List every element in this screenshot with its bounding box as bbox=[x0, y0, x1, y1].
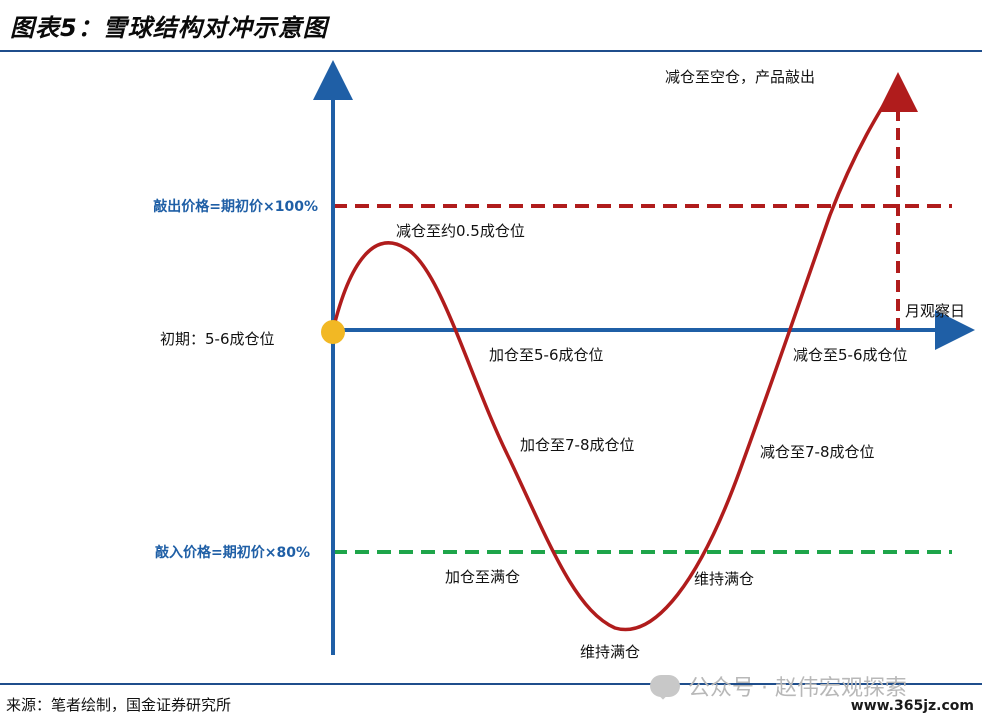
knock-out-label: 敲出价格=期初价×100% bbox=[153, 198, 318, 215]
annotation-add-to-5-6: 加仓至5-6成仓位 bbox=[489, 346, 604, 364]
initial-position-label: 初期：5-6成仓位 bbox=[160, 330, 275, 348]
annotation-hold-full-rise: 维持满仓 bbox=[694, 570, 754, 588]
source-note: 来源：笔者绘制，国金证券研究所 bbox=[6, 696, 232, 714]
price-path-curve bbox=[331, 81, 900, 632]
annotation-observation-day: 月观察日 bbox=[905, 302, 965, 320]
footer-rule bbox=[0, 683, 982, 685]
knock-in-label: 敲入价格=期初价×80% bbox=[155, 544, 310, 561]
watermark-text: 公众号 · 赵伟宏观探索 bbox=[688, 676, 907, 701]
annotation-reduce-to-empty: 减仓至空仓，产品敲出 bbox=[665, 68, 815, 86]
annotation-add-to-7-8: 加仓至7-8成仓位 bbox=[520, 436, 635, 454]
site-url: www.365jz.com bbox=[850, 698, 974, 714]
annotation-reduce-to-5-6: 减仓至5-6成仓位 bbox=[793, 346, 908, 364]
title-rule bbox=[0, 50, 982, 52]
annotation-reduce-to-7-8: 减仓至7-8成仓位 bbox=[760, 443, 875, 461]
annotation-reduce-to-half: 减仓至约0.5成仓位 bbox=[396, 222, 525, 240]
figure-title: 图表5：雪球结构对冲示意图 bbox=[10, 14, 328, 42]
annotation-add-to-full: 加仓至满仓 bbox=[445, 568, 520, 586]
watermark: 公众号 · 赵伟宏观探索 bbox=[650, 670, 907, 702]
annotation-hold-full-bottom: 维持满仓 bbox=[580, 643, 640, 661]
start-point-dot bbox=[321, 320, 345, 344]
wechat-icon bbox=[650, 675, 680, 697]
